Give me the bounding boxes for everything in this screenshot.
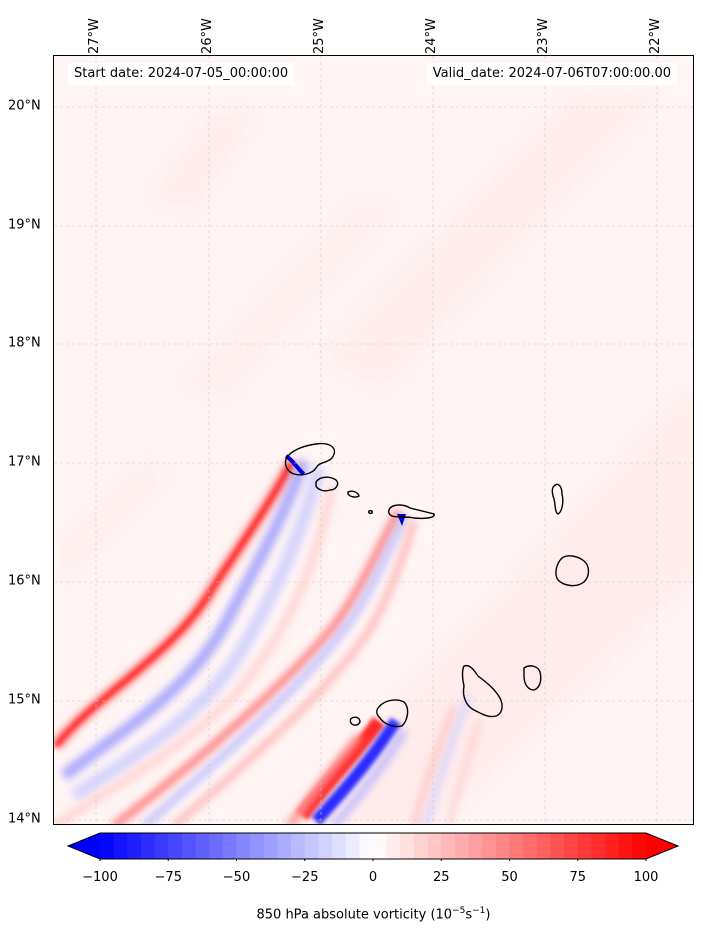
lon-label-22w: 22°W (648, 18, 663, 54)
island-santiago (461, 664, 503, 718)
lon-label-23w: 23°W (536, 18, 551, 54)
start-date-label: Start date: 2024-07-05_00:00:00 (68, 63, 295, 85)
colorbar-band (373, 833, 388, 859)
colorbar-band (113, 833, 128, 859)
colorbar-band (195, 833, 210, 859)
colorbar-tick-label: 50 (501, 870, 518, 885)
island-santa-luzia (347, 490, 360, 498)
colorbar-band (318, 833, 333, 859)
colorbar-band (577, 833, 592, 859)
colorbar-band (250, 833, 265, 859)
colorbar-band (413, 833, 429, 859)
lat-label-18n: 18°N (8, 335, 41, 351)
coastlines (284, 442, 590, 728)
colorbar-label-exp2: −1 (472, 906, 486, 916)
colorbar-band (127, 833, 142, 859)
island-sao-vicente (315, 476, 339, 492)
colorbar-tick-label: 100 (633, 870, 659, 885)
colorbar-band (482, 833, 497, 859)
colorbar-band (591, 833, 606, 859)
colorbar-tick-label: 0 (368, 870, 378, 885)
colorbar-band (304, 833, 319, 859)
colorbar-band (168, 833, 183, 859)
colorbar-band (618, 833, 633, 859)
colorbar-band (332, 833, 347, 859)
colorbar-band (427, 833, 442, 859)
colorbar-band (140, 833, 156, 859)
colorbar-label-exp1: −5 (452, 906, 466, 916)
colorbar-extend-low (68, 833, 100, 859)
graticule (54, 56, 693, 824)
colorbar-band (345, 833, 360, 859)
island-wake-streaks (54, 454, 482, 824)
colorbar-band (468, 833, 483, 859)
colorbar-tick-label: −75 (154, 870, 182, 885)
island-sal (551, 483, 564, 515)
colorbar-band (400, 833, 415, 859)
colorbar-band (441, 833, 456, 859)
island-fogo (375, 699, 409, 728)
colorbar-band (100, 833, 115, 859)
colorbar-band (495, 833, 510, 859)
colorbar-tick-label: −50 (222, 870, 251, 885)
colorbar-band (386, 833, 401, 859)
colorbar-band (632, 833, 647, 859)
colorbar-tick-label: 75 (569, 870, 587, 885)
colorbar-band (509, 833, 524, 859)
colorbar-label-end: ) (485, 907, 491, 923)
colorbar-label-main: 850 hPa absolute vorticity (10 (256, 907, 453, 923)
colorbar-band (263, 833, 278, 859)
colorbar-band (291, 833, 306, 859)
colorbar-tick-label: 25 (432, 870, 450, 885)
lat-label-15n: 15°N (8, 692, 41, 708)
colorbar-band (181, 833, 197, 859)
island-brava (349, 716, 361, 726)
colorbar-band (209, 833, 224, 859)
lon-label-26w: 26°W (200, 18, 215, 54)
colorbar-band (454, 833, 470, 859)
lat-label-19n: 19°N (8, 217, 41, 233)
lon-label-27w: 27°W (87, 18, 102, 54)
colorbar (66, 832, 680, 861)
colorbar-bands (100, 833, 647, 859)
colorbar-band (536, 833, 551, 859)
colorbar-band (550, 833, 565, 859)
colorbar-band (277, 833, 292, 859)
lon-label-24w: 24°W (424, 18, 439, 54)
colorbar-tick-label: −25 (291, 870, 319, 885)
lat-label-20n: 20°N (8, 98, 41, 114)
map-canvas (54, 56, 693, 824)
lat-label-14n: 14°N (8, 811, 41, 827)
colorbar-band (564, 833, 579, 859)
island-sao-nicolau (388, 504, 435, 520)
colorbar-band (154, 833, 169, 859)
vorticity-map (53, 55, 694, 825)
lat-label-17n: 17°N (8, 454, 41, 470)
colorbar-band (523, 833, 538, 859)
colorbar-band (605, 833, 620, 859)
colorbar-extend-high (646, 833, 678, 859)
island-branco-raso (368, 509, 373, 515)
valid-date-label: Valid_date: 2024-07-06T07:00:00.00 (426, 63, 677, 85)
island-santo-antao (284, 442, 336, 476)
colorbar-tick-label: −100 (82, 870, 118, 885)
colorbar-band (222, 833, 237, 859)
island-maio (523, 665, 542, 691)
colorbar-band (236, 833, 251, 859)
lat-label-16n: 16°N (8, 573, 41, 589)
lon-label-25w: 25°W (312, 18, 327, 54)
colorbar-label: 850 hPa absolute vorticity (10−5s−1) (0, 906, 703, 922)
colorbar-band (359, 833, 374, 859)
colorbar-label-mid: s (465, 907, 473, 923)
island-boa-vista (555, 555, 590, 587)
